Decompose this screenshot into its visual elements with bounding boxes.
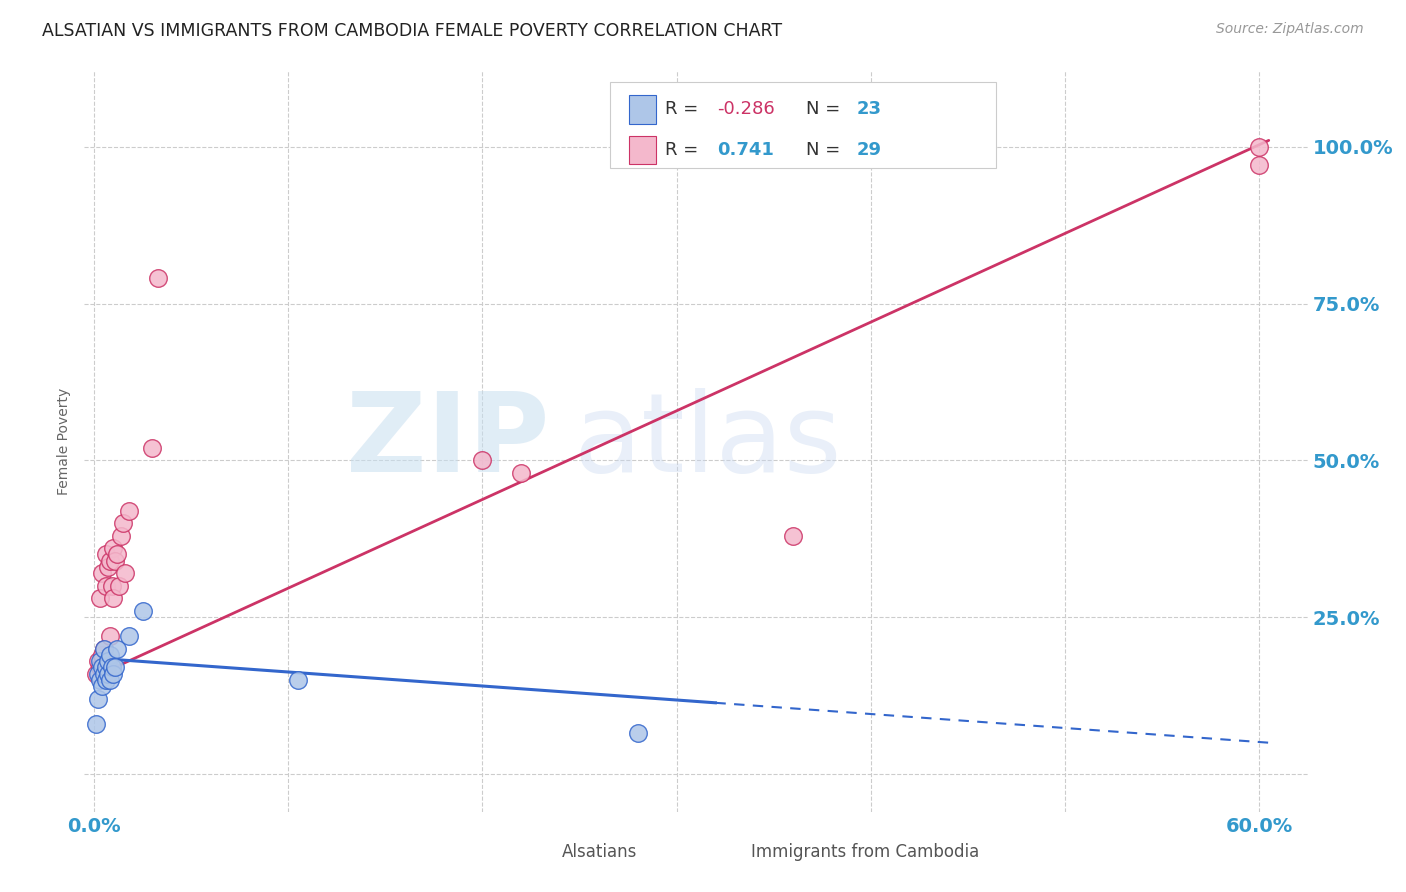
Text: -0.286: -0.286: [717, 101, 775, 119]
Point: [89, 673, 111, 687]
Text: Source: ZipAtlas.com: Source: ZipAtlas.com: [1216, 22, 1364, 37]
Point: [104, 660, 127, 674]
Point: [89, 660, 111, 674]
Point: [471, 453, 494, 467]
Point: [97, 560, 120, 574]
Point: [89, 654, 111, 668]
Text: R =: R =: [665, 141, 710, 159]
Point: [1247, 139, 1270, 153]
Point: [90, 660, 112, 674]
Point: [87, 654, 110, 668]
FancyBboxPatch shape: [610, 82, 995, 168]
Point: [105, 548, 128, 562]
Text: 23: 23: [856, 101, 882, 119]
Point: [98, 648, 121, 662]
Point: [94, 673, 117, 687]
Point: [93, 666, 115, 681]
Point: [98, 629, 121, 643]
Point: [782, 529, 804, 543]
Point: [90, 648, 112, 662]
Point: [97, 666, 120, 681]
Point: [627, 726, 650, 740]
Point: [103, 591, 125, 606]
Point: [105, 641, 128, 656]
Bar: [519, 840, 553, 866]
Point: [89, 591, 111, 606]
Point: [287, 673, 309, 687]
Point: [97, 654, 120, 668]
Text: N =: N =: [806, 101, 846, 119]
Point: [94, 579, 117, 593]
Point: [98, 554, 121, 568]
Point: [90, 566, 112, 581]
Point: [87, 666, 110, 681]
Text: ALSATIAN VS IMMIGRANTS FROM CAMBODIA FEMALE POVERTY CORRELATION CHART: ALSATIAN VS IMMIGRANTS FROM CAMBODIA FEM…: [42, 22, 782, 40]
Text: R =: R =: [665, 101, 704, 119]
Point: [100, 579, 122, 593]
Point: [100, 660, 122, 674]
Bar: [709, 840, 742, 866]
Text: Alsatians: Alsatians: [561, 844, 637, 862]
Point: [141, 441, 163, 455]
Point: [90, 679, 112, 693]
Text: N =: N =: [806, 141, 846, 159]
Point: [93, 641, 115, 656]
Text: 29: 29: [856, 141, 882, 159]
Text: atlas: atlas: [574, 388, 842, 495]
Point: [118, 503, 141, 517]
Point: [110, 529, 132, 543]
Point: [84, 666, 107, 681]
Point: [108, 579, 131, 593]
Text: Immigrants from Cambodia: Immigrants from Cambodia: [751, 844, 979, 862]
Bar: [628, 136, 655, 164]
Point: [131, 604, 153, 618]
Point: [103, 666, 125, 681]
Point: [112, 516, 135, 530]
Y-axis label: Female Poverty: Female Poverty: [58, 388, 72, 495]
Text: 0.741: 0.741: [717, 141, 773, 159]
Text: ZIP: ZIP: [346, 388, 550, 495]
Point: [84, 717, 107, 731]
Point: [104, 554, 127, 568]
Point: [103, 541, 125, 556]
Point: [98, 673, 121, 687]
Point: [118, 629, 141, 643]
Point: [94, 660, 117, 674]
Point: [87, 691, 110, 706]
Bar: [628, 95, 655, 124]
Point: [146, 271, 169, 285]
Point: [510, 466, 533, 480]
Point: [114, 566, 136, 581]
Point: [93, 641, 115, 656]
Point: [94, 548, 117, 562]
Point: [1247, 159, 1270, 173]
